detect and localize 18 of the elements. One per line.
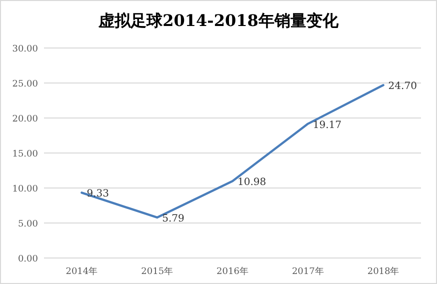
- y-tick-label: 10.00: [12, 184, 38, 194]
- data-label: 9.33: [86, 188, 109, 200]
- data-label: 24.70: [388, 81, 417, 92]
- data-label: 10.98: [238, 177, 266, 188]
- y-tick-label: 0.00: [18, 254, 38, 264]
- y-tick-label: 20.00: [12, 114, 38, 124]
- y-tick-label: 5.00: [18, 220, 38, 230]
- chart-title: 虚拟足球2014-2018年销量变化: [98, 11, 340, 30]
- data-label: 19.17: [312, 120, 342, 131]
- y-tick-label: 25.00: [12, 80, 38, 90]
- x-tick-label: 2016年: [216, 266, 248, 277]
- x-tick-label: 2014年: [66, 266, 98, 277]
- data-label: 5.79: [162, 213, 184, 224]
- x-tick-label: 2018年: [367, 266, 400, 277]
- x-tick-label: 2015年: [141, 266, 174, 277]
- y-tick-label: 15.00: [12, 150, 38, 160]
- y-tick-label: 30.00: [12, 44, 38, 54]
- x-tick-label: 2017年: [292, 266, 324, 277]
